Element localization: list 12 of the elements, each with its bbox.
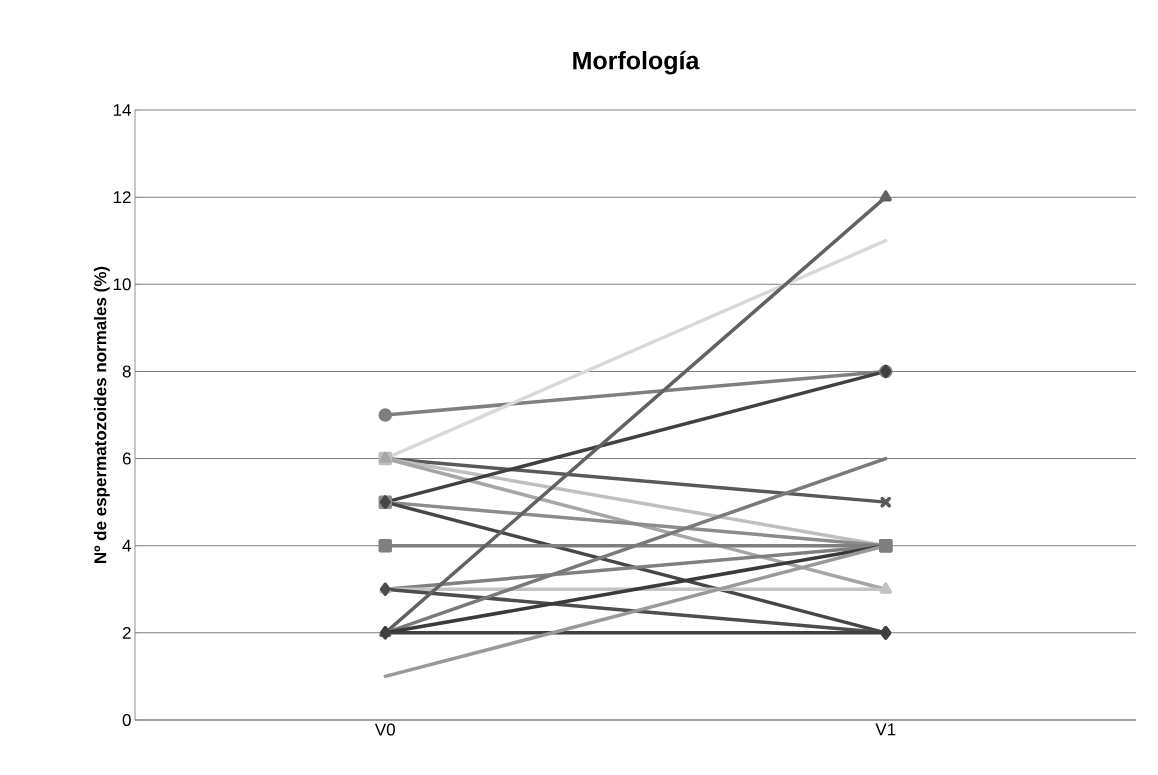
y-tick-label: 14 — [113, 104, 131, 116]
y-tick-label: 8 — [122, 365, 131, 378]
x-tick-label: V1 — [875, 723, 896, 736]
y-tick-label: 4 — [122, 539, 131, 552]
y-tick-label: 10 — [113, 278, 131, 291]
x-tick-label: V0 — [374, 723, 395, 736]
y-tick-label: 2 — [122, 626, 131, 639]
y-axis-title: Nº de espermatozoides normales (%) — [93, 266, 110, 563]
y-tick-label: 12 — [113, 191, 131, 204]
y-tick-label: 0 — [122, 713, 131, 727]
y-tick-label: 6 — [122, 452, 131, 465]
chart-title: Morfología — [573, 50, 700, 75]
